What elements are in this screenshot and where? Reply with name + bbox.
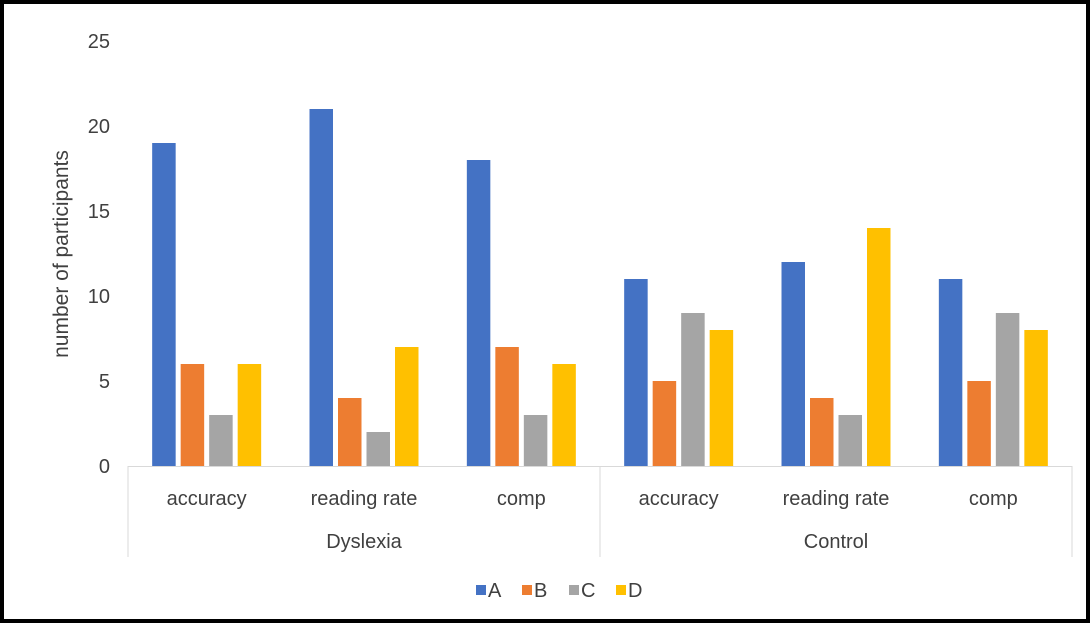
x-tick-label: comp — [969, 488, 1018, 510]
y-axis-title-group: number of participants — [50, 150, 73, 358]
legend-swatch-D — [616, 585, 626, 595]
bar-D-5 — [1024, 330, 1048, 466]
bar-B-3 — [653, 381, 677, 466]
x-category-labels: accuracy reading rate comp accuracy reading … — [167, 488, 1018, 553]
y-tick-label: 25 — [88, 31, 110, 53]
bar-B-1 — [338, 398, 362, 466]
x-tick-label: reading rate — [311, 488, 418, 510]
bar-A-4 — [782, 262, 806, 466]
legend-label-B: B — [534, 580, 547, 602]
bar-C-4 — [839, 415, 863, 466]
legend-swatch-B — [522, 585, 532, 595]
bar-D-2 — [552, 364, 576, 466]
bar-C-1 — [367, 432, 391, 466]
bar-A-3 — [624, 279, 648, 466]
y-tick-label: 15 — [88, 201, 110, 223]
y-tick-label: 0 — [99, 456, 110, 478]
bar-C-3 — [681, 313, 705, 466]
bar-D-1 — [395, 347, 419, 466]
legend-swatch-A — [476, 585, 486, 595]
x-tick-label: reading rate — [783, 488, 890, 510]
bars — [152, 109, 1048, 466]
legend: A B C D — [476, 580, 642, 602]
legend-label-D: D — [628, 580, 642, 602]
y-tick-labels: 0 5 10 15 20 25 — [88, 31, 110, 478]
legend-label-A: A — [488, 580, 502, 602]
y-tick-label: 10 — [88, 286, 110, 308]
legend-swatch-C — [569, 585, 579, 595]
bar-B-5 — [967, 381, 991, 466]
bar-A-5 — [939, 279, 963, 466]
x-tick-label: accuracy — [639, 488, 719, 510]
bar-B-4 — [810, 398, 834, 466]
bar-D-4 — [867, 228, 891, 466]
y-axis-title: number of participants — [50, 150, 73, 358]
bar-A-0 — [152, 143, 176, 466]
legend-label-C: C — [581, 580, 595, 602]
bar-chart: number of participants 0 5 10 15 20 25 accura… — [4, 4, 1086, 619]
bar-D-3 — [710, 330, 734, 466]
bar-D-0 — [238, 364, 262, 466]
bar-A-1 — [310, 109, 334, 466]
bar-B-0 — [181, 364, 205, 466]
x-axis — [128, 466, 1072, 557]
x-tick-label: accuracy — [167, 488, 247, 510]
bar-C-5 — [996, 313, 1020, 466]
y-tick-label: 5 — [99, 371, 110, 393]
bar-B-2 — [495, 347, 519, 466]
bar-A-2 — [467, 160, 491, 466]
y-tick-label: 20 — [88, 116, 110, 138]
bar-C-2 — [524, 415, 548, 466]
x-group-label: Control — [804, 531, 868, 553]
bar-C-0 — [209, 415, 233, 466]
x-group-label: Dyslexia — [326, 531, 402, 553]
x-tick-label: comp — [497, 488, 546, 510]
